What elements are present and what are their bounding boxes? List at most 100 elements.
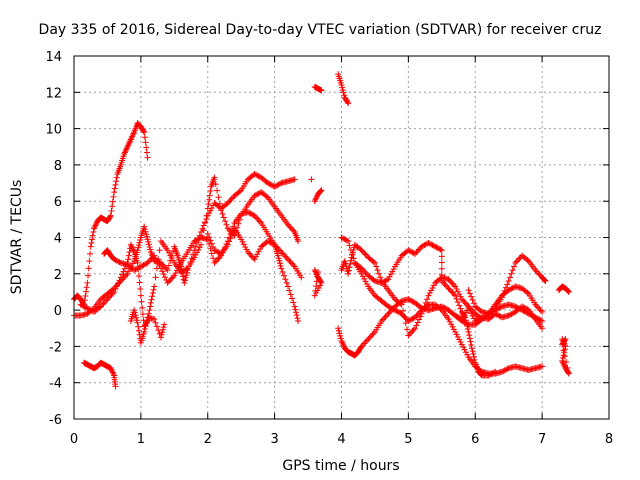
data-point [132,266,139,273]
data-point [211,259,218,266]
data-point [468,345,475,352]
data-point [467,338,474,345]
data-point [540,275,547,282]
data-point [144,154,151,161]
data-point [131,309,138,316]
data-point [440,279,447,286]
data-point [145,238,152,245]
data-point [165,278,172,285]
data-point [422,303,429,310]
data-point [125,252,132,259]
data-point [206,210,213,217]
data-point [283,279,290,286]
data-point [442,305,449,312]
data-point [389,305,396,312]
x-tick-label: 8 [605,432,613,447]
data-point [313,193,320,200]
data-point [523,305,530,312]
data-point [531,265,538,272]
data-point [79,302,86,309]
data-point [497,369,504,376]
data-point [203,212,210,219]
data-point [266,180,273,187]
x-tick-label: 0 [70,432,78,447]
data-point [111,185,118,192]
data-point [511,303,518,310]
data-point [205,201,212,208]
data-point [563,359,570,366]
data-point [139,127,146,134]
series-track-o [452,303,546,332]
data-point [165,249,172,256]
data-point [124,143,131,150]
data-point [565,369,572,376]
data-point [504,365,511,372]
data-point [182,277,189,284]
data-point [508,270,515,277]
data-point [561,362,568,369]
data-point [172,270,179,277]
data-point [236,234,243,241]
data-point [133,257,140,264]
data-point [562,343,569,350]
data-point [192,251,199,258]
data-point [369,275,376,282]
data-point [339,84,346,91]
data-point [441,280,448,287]
data-point [103,297,110,304]
data-point [247,251,254,258]
data-point [452,312,459,319]
data-point [390,294,397,301]
data-point [183,266,190,273]
data-point [449,289,456,296]
data-point [222,202,229,209]
data-point [367,333,374,340]
data-point [512,259,519,266]
data-point [345,267,352,274]
data-point [484,372,491,379]
data-point [137,292,144,299]
plot-frame [73,55,610,420]
data-point [355,263,362,270]
data-point [507,274,514,281]
data-point [457,315,464,322]
data-point [145,241,152,248]
data-point [147,303,154,310]
data-point [135,272,142,279]
data-point [140,331,147,338]
data-point [336,330,343,337]
data-point [386,273,393,280]
data-point [243,246,250,253]
data-point [469,312,476,319]
data-point [359,266,366,273]
data-point [539,317,546,324]
data-point [317,87,324,94]
data-point [83,304,90,311]
data-point [161,264,168,271]
data-point [240,241,247,248]
data-point [143,231,150,238]
data-point [433,244,440,251]
data-point [125,142,132,149]
data-point [143,144,150,151]
data-point [377,274,384,281]
data-point [219,210,226,217]
data-point [196,244,203,251]
data-point [276,257,283,264]
data-point [113,174,120,181]
data-point [290,299,297,306]
data-point [341,92,348,99]
data-point [469,348,476,355]
data-point [289,226,296,233]
data-point [135,264,142,271]
data-point [375,270,382,277]
data-point [414,319,421,326]
data-point [292,306,299,313]
data-point [343,346,350,353]
data-point [335,325,342,332]
data-point [468,293,475,300]
data-point [345,270,352,277]
data-point [127,137,134,144]
data-point [278,265,285,272]
data-point [289,295,296,302]
